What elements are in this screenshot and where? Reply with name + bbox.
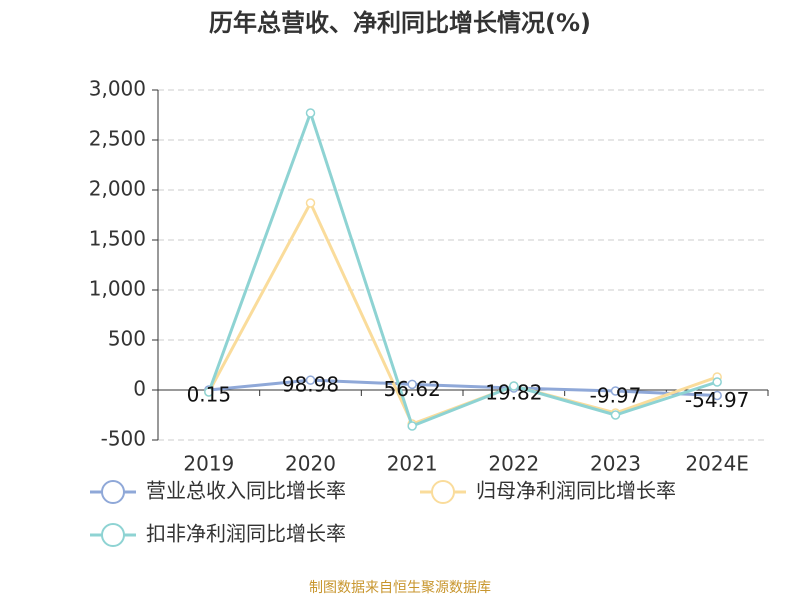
data-point	[305, 375, 316, 385]
legend-label: 营业总收入同比增长率	[146, 479, 346, 503]
data-point	[305, 108, 316, 118]
y-tick-label: 3,000	[89, 77, 146, 101]
y-tick-label: 1,500	[89, 227, 146, 251]
x-tick-label: 2023	[590, 452, 641, 476]
data-point	[204, 387, 214, 397]
data-point	[407, 421, 417, 431]
y-tick-label: 2,500	[89, 127, 146, 151]
y-tick-label: 0	[133, 377, 146, 401]
series-line	[207, 108, 718, 428]
data-label: 0.15	[187, 382, 232, 406]
data-label: 98.98	[282, 373, 339, 397]
y-tick-label: -500	[101, 427, 146, 451]
data-point	[305, 198, 316, 208]
x-tick-label: 2022	[488, 452, 539, 476]
data-label: 56.62	[384, 377, 441, 401]
x-tick-label: 2020	[285, 452, 336, 476]
legend-marker	[101, 480, 125, 504]
data-point	[610, 410, 621, 420]
legend-marker	[101, 523, 125, 547]
legend-marker	[431, 480, 455, 504]
data-point	[712, 390, 722, 401]
x-tick-label: 2024E	[685, 452, 749, 476]
x-tick-label: 2021	[387, 452, 438, 476]
data-label: -9.97	[590, 383, 642, 407]
data-point	[407, 379, 417, 390]
data-point	[509, 381, 519, 391]
source-note: 制图数据来自恒生聚源数据库	[309, 580, 491, 596]
y-tick-label: 2,000	[89, 177, 146, 201]
x-tick-label: 2019	[183, 452, 234, 476]
series-line	[208, 378, 718, 397]
data-label: -54.97	[685, 388, 749, 412]
data-label: 19.82	[485, 381, 542, 405]
legend-label: 扣非净利润同比增长率	[146, 522, 346, 546]
chart-title: 历年总营收、净利同比增长情况(%)	[209, 9, 591, 37]
data-point	[712, 377, 722, 387]
data-point	[610, 386, 621, 396]
y-tick-label: 1,000	[89, 277, 146, 301]
legend-label: 归母净利润同比增长率	[476, 479, 676, 503]
y-tick-label: 500	[108, 327, 146, 351]
